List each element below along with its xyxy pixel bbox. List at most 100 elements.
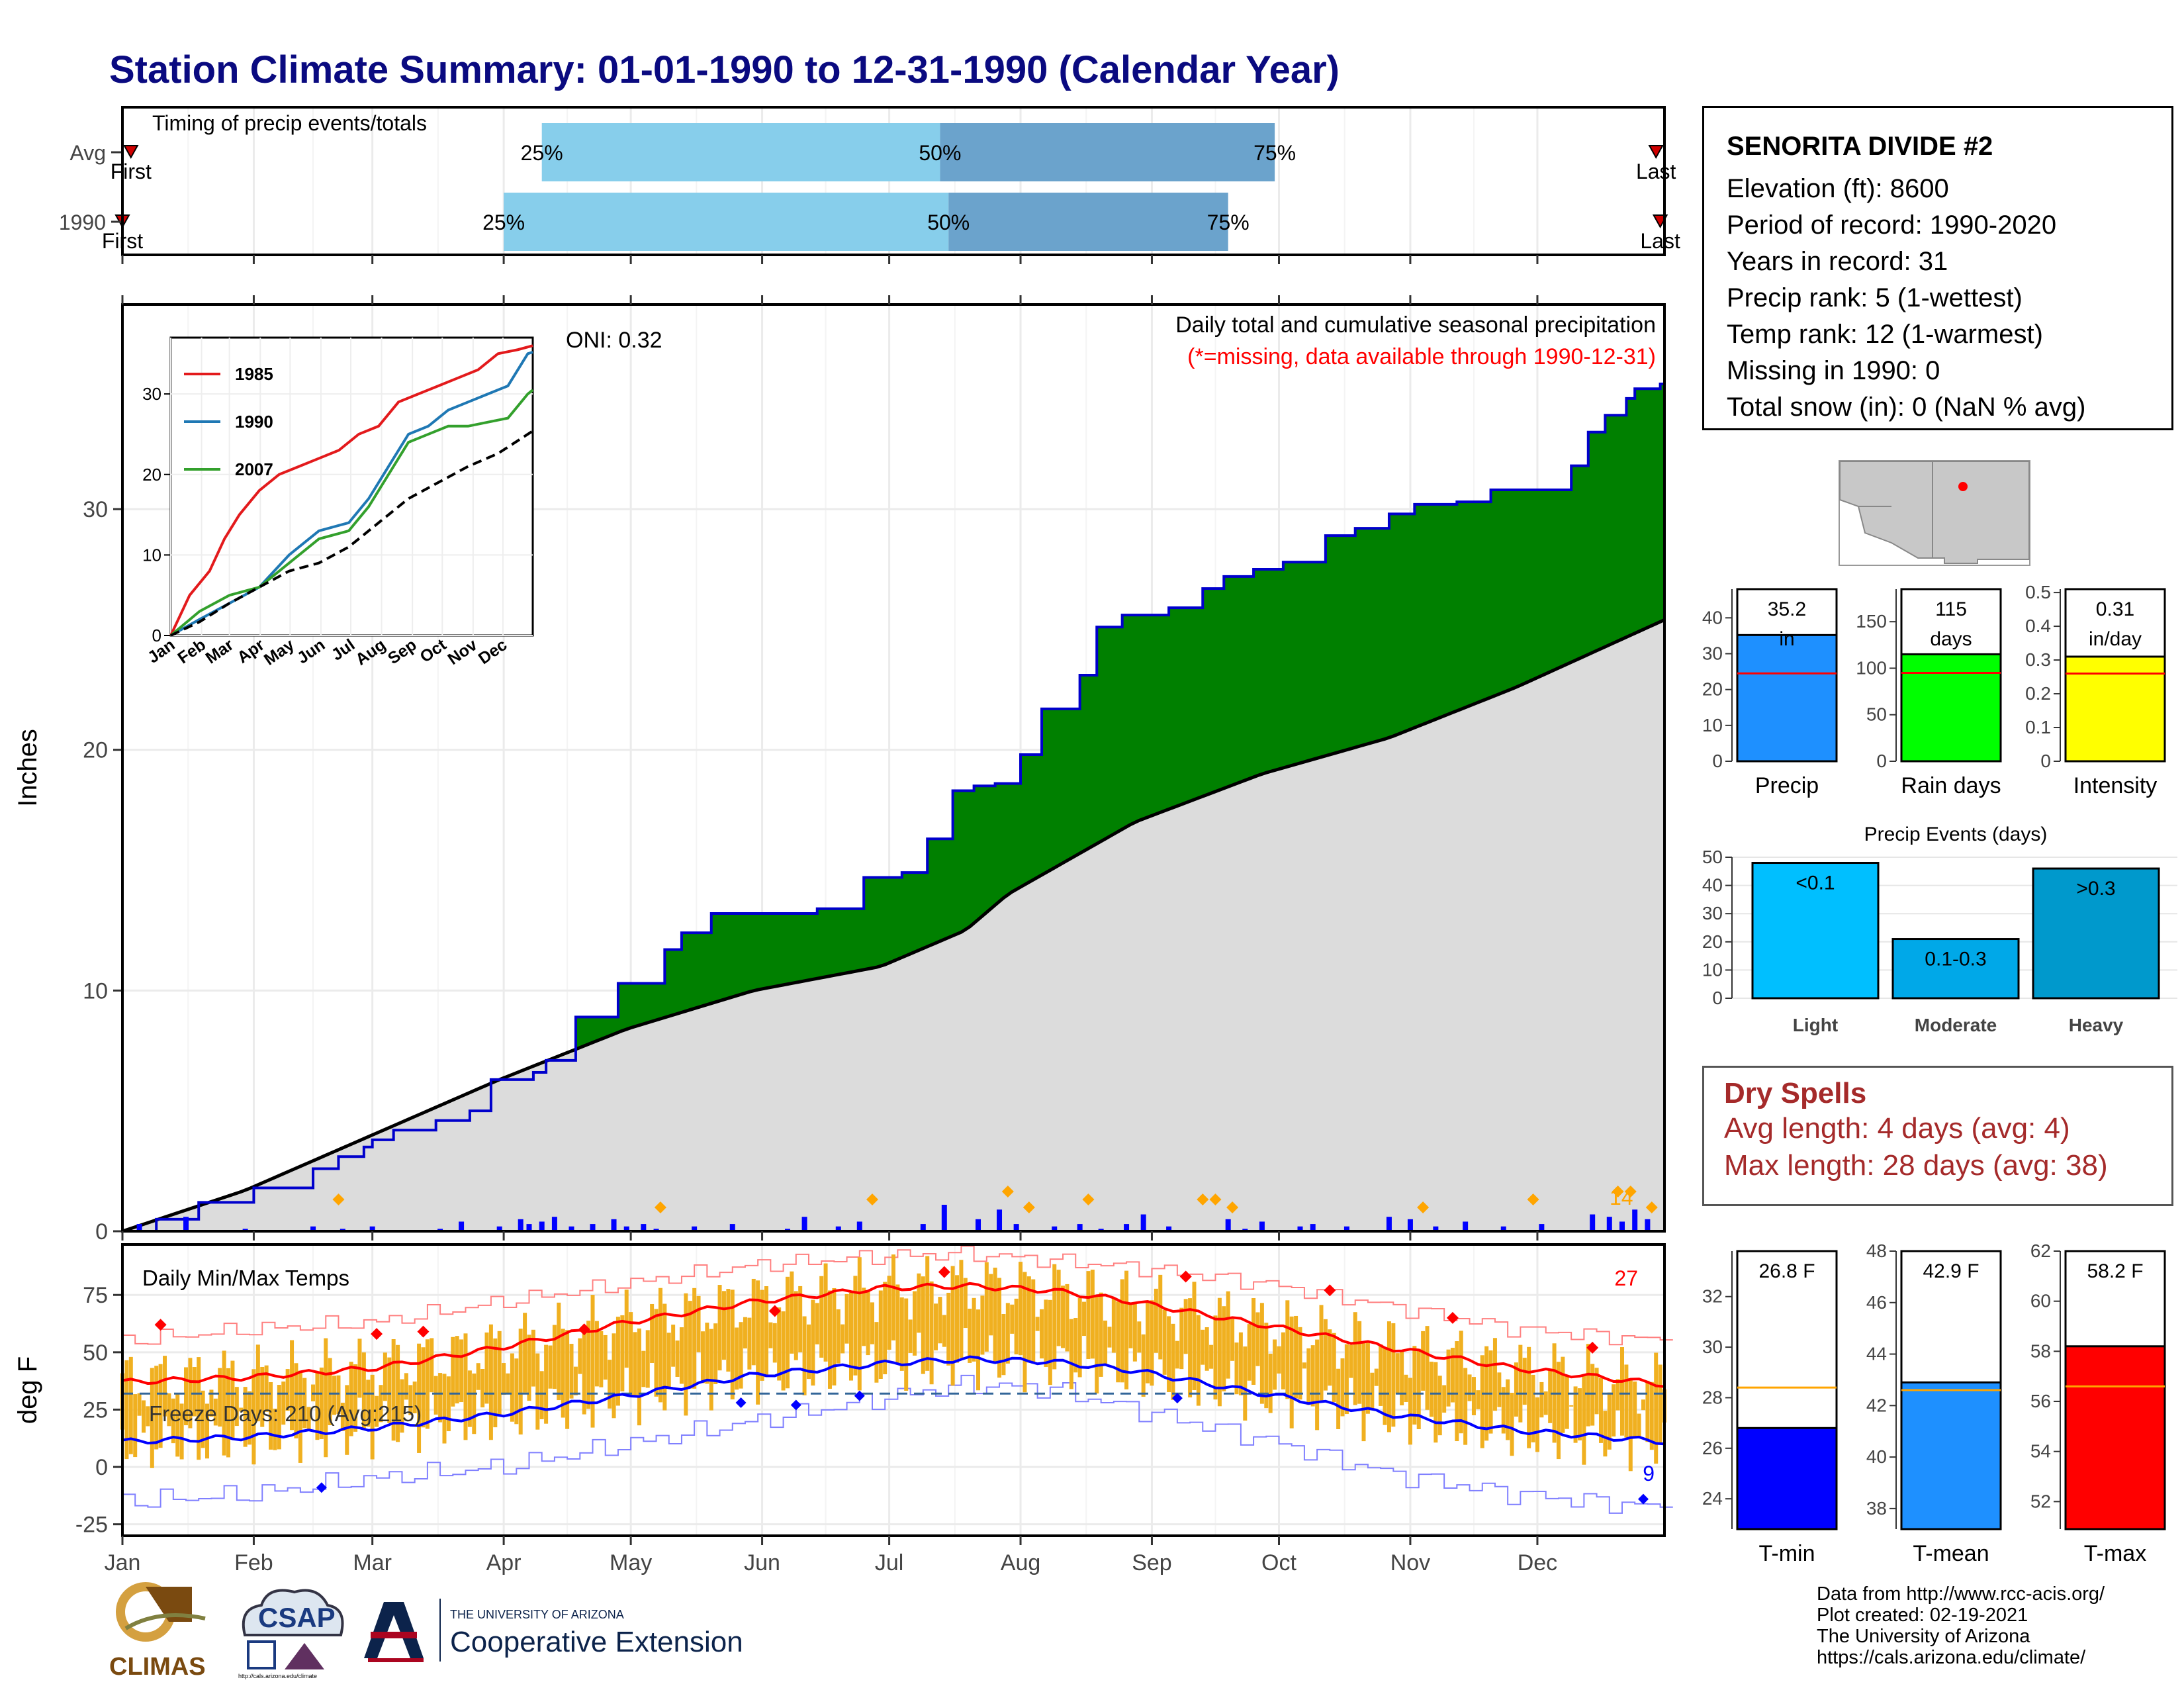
daily-temp-bar	[1480, 1355, 1484, 1448]
daily-temp-bar	[1561, 1356, 1565, 1433]
record-high-marker	[1324, 1284, 1336, 1297]
precip-events-title: Precip Events (days)	[1864, 823, 2048, 845]
daily-temp-bar	[997, 1278, 1002, 1378]
events-bar-label: >0.3	[2076, 878, 2115, 900]
daily-temp-bar	[1026, 1276, 1031, 1363]
daily-temp-bar	[1450, 1348, 1455, 1403]
events-bar-moderate	[1891, 938, 2020, 1000]
daily-temp-bar	[345, 1385, 349, 1455]
mini-y-tick-label: 48	[1866, 1241, 1887, 1261]
precip-chart: 0 10 20 30 Inches 14 Daily total and cumulativ…	[13, 295, 1666, 1244]
precip-y-tick-label: 30	[83, 497, 108, 522]
daily-temp-bar	[1437, 1376, 1442, 1436]
station-snow: Total snow (in): 0 (NaN % avg)	[1727, 393, 2086, 422]
daily-temp-bar	[243, 1387, 248, 1447]
daily-temp-bar	[324, 1338, 328, 1458]
daily-temp-bar	[1404, 1374, 1408, 1402]
daily-temp-bar	[1501, 1387, 1506, 1434]
precip-y-tick-label: 10	[83, 978, 108, 1004]
station-period: Period of record: 1990-2020	[1727, 211, 2057, 240]
daily-temp-bar	[1238, 1332, 1243, 1395]
temp-x-tick-label: Mar	[353, 1550, 392, 1575]
temp-x-tick-label: Nov	[1390, 1550, 1430, 1575]
temp-y-tick-label: -25	[75, 1513, 108, 1538]
daily-temp-bar	[1005, 1303, 1010, 1364]
daily-temp-bar	[1302, 1362, 1306, 1369]
csap-logo: CSAP http://cals.arizona.edu/climate	[238, 1589, 344, 1679]
precip-event-marker	[1645, 1201, 1658, 1213]
mini-y-tick-label: 10	[1702, 715, 1723, 735]
events-y-tick-label: 0	[1712, 988, 1723, 1008]
daily-temp-bar	[1577, 1388, 1582, 1440]
daily-temp-bar	[684, 1293, 688, 1416]
record-low-marker	[735, 1397, 747, 1409]
temp-record-high-line	[122, 1245, 1673, 1346]
daily-temp-bar	[1111, 1298, 1116, 1353]
record-low-marker	[854, 1390, 865, 1401]
daily-temp-bar	[544, 1344, 549, 1424]
mini-y-tick-label: 30	[1702, 643, 1723, 664]
daily-temp-bar	[857, 1257, 862, 1391]
mini-value-label: 35.2	[1768, 598, 1806, 620]
mini-value-label: 0.31	[2096, 598, 2134, 620]
temp-x-tick-label: Jul	[875, 1550, 903, 1575]
mini-y-tick-label: 0	[1876, 751, 1887, 771]
daily-temp-bar	[1150, 1300, 1154, 1386]
daily-temp-bar	[412, 1382, 417, 1414]
daily-temp-bar	[1273, 1339, 1277, 1390]
mini-bar-precip	[1736, 633, 1838, 763]
daily-temp-bar	[629, 1312, 633, 1397]
timing-frame	[121, 106, 1666, 256]
daily-temp-bar	[230, 1360, 235, 1438]
mini-value-label: 42.9 F	[1923, 1260, 1979, 1282]
daily-temp-bar	[612, 1333, 616, 1419]
daily-temp-bar	[862, 1288, 866, 1346]
daily-precip-bar	[539, 1221, 545, 1231]
inset-y-tick-label: 0	[152, 626, 161, 645]
daily-temp-bar	[1425, 1326, 1430, 1410]
daily-temp-bar	[569, 1344, 574, 1399]
temp-avg-max-line	[122, 1282, 1665, 1388]
daily-temp-bar	[654, 1309, 659, 1397]
daily-temp-bar	[823, 1263, 828, 1362]
daily-temp-bar	[184, 1367, 189, 1426]
daily-temp-bar	[887, 1276, 891, 1350]
daily-temp-bar	[1349, 1344, 1353, 1378]
daily-temp-bar	[925, 1256, 930, 1371]
daily-temp-bar	[527, 1335, 531, 1401]
daily-temp-bar	[404, 1373, 408, 1400]
daily-temp-bar	[904, 1298, 909, 1391]
record-high-marker	[154, 1319, 167, 1331]
daily-temp-bar	[1569, 1405, 1574, 1407]
daily-precip-bar	[1166, 1226, 1172, 1231]
precip-cumulative-line	[122, 383, 1664, 1233]
daily-precip-bar	[1590, 1214, 1596, 1231]
station-info-box: SENORITA DIVIDE #2 Elevation (ft): 8600 …	[1702, 106, 2173, 430]
mini-y-tick-label: 62	[2030, 1241, 2051, 1261]
daily-temp-bar	[802, 1316, 807, 1395]
daily-temp-bar	[1649, 1382, 1654, 1450]
dry-spells-title: Dry Spells	[1724, 1077, 1867, 1109]
daily-temp-bar	[353, 1364, 358, 1432]
daily-temp-bar	[1086, 1271, 1091, 1360]
daily-temp-bar	[1492, 1338, 1497, 1411]
daily-temp-bar	[1192, 1282, 1197, 1391]
mini-y-tick-label: 32	[1702, 1286, 1723, 1307]
mini-y-tick-label: 60	[2030, 1291, 2051, 1311]
temp-y-tick-label: 25	[83, 1397, 108, 1423]
daily-temp-bar	[963, 1278, 968, 1329]
daily-temp-bar	[1162, 1309, 1167, 1375]
daily-temp-bar	[666, 1333, 671, 1388]
daily-temp-bar	[950, 1266, 955, 1386]
daily-temp-bar	[836, 1309, 841, 1364]
timing-row-label: 1990	[59, 211, 106, 234]
mini-y-tick-label: 52	[2030, 1491, 2051, 1511]
mini-category-label: Rain days	[1901, 773, 2001, 798]
daily-temp-bar	[319, 1367, 324, 1440]
daily-precip-bar	[518, 1219, 523, 1231]
daily-temp-bar	[1205, 1327, 1209, 1371]
daily-precip-bar	[136, 1224, 142, 1231]
record-low-marker	[1171, 1393, 1183, 1404]
daily-precip-bar	[801, 1217, 807, 1231]
daily-temp-bar	[1522, 1358, 1527, 1405]
